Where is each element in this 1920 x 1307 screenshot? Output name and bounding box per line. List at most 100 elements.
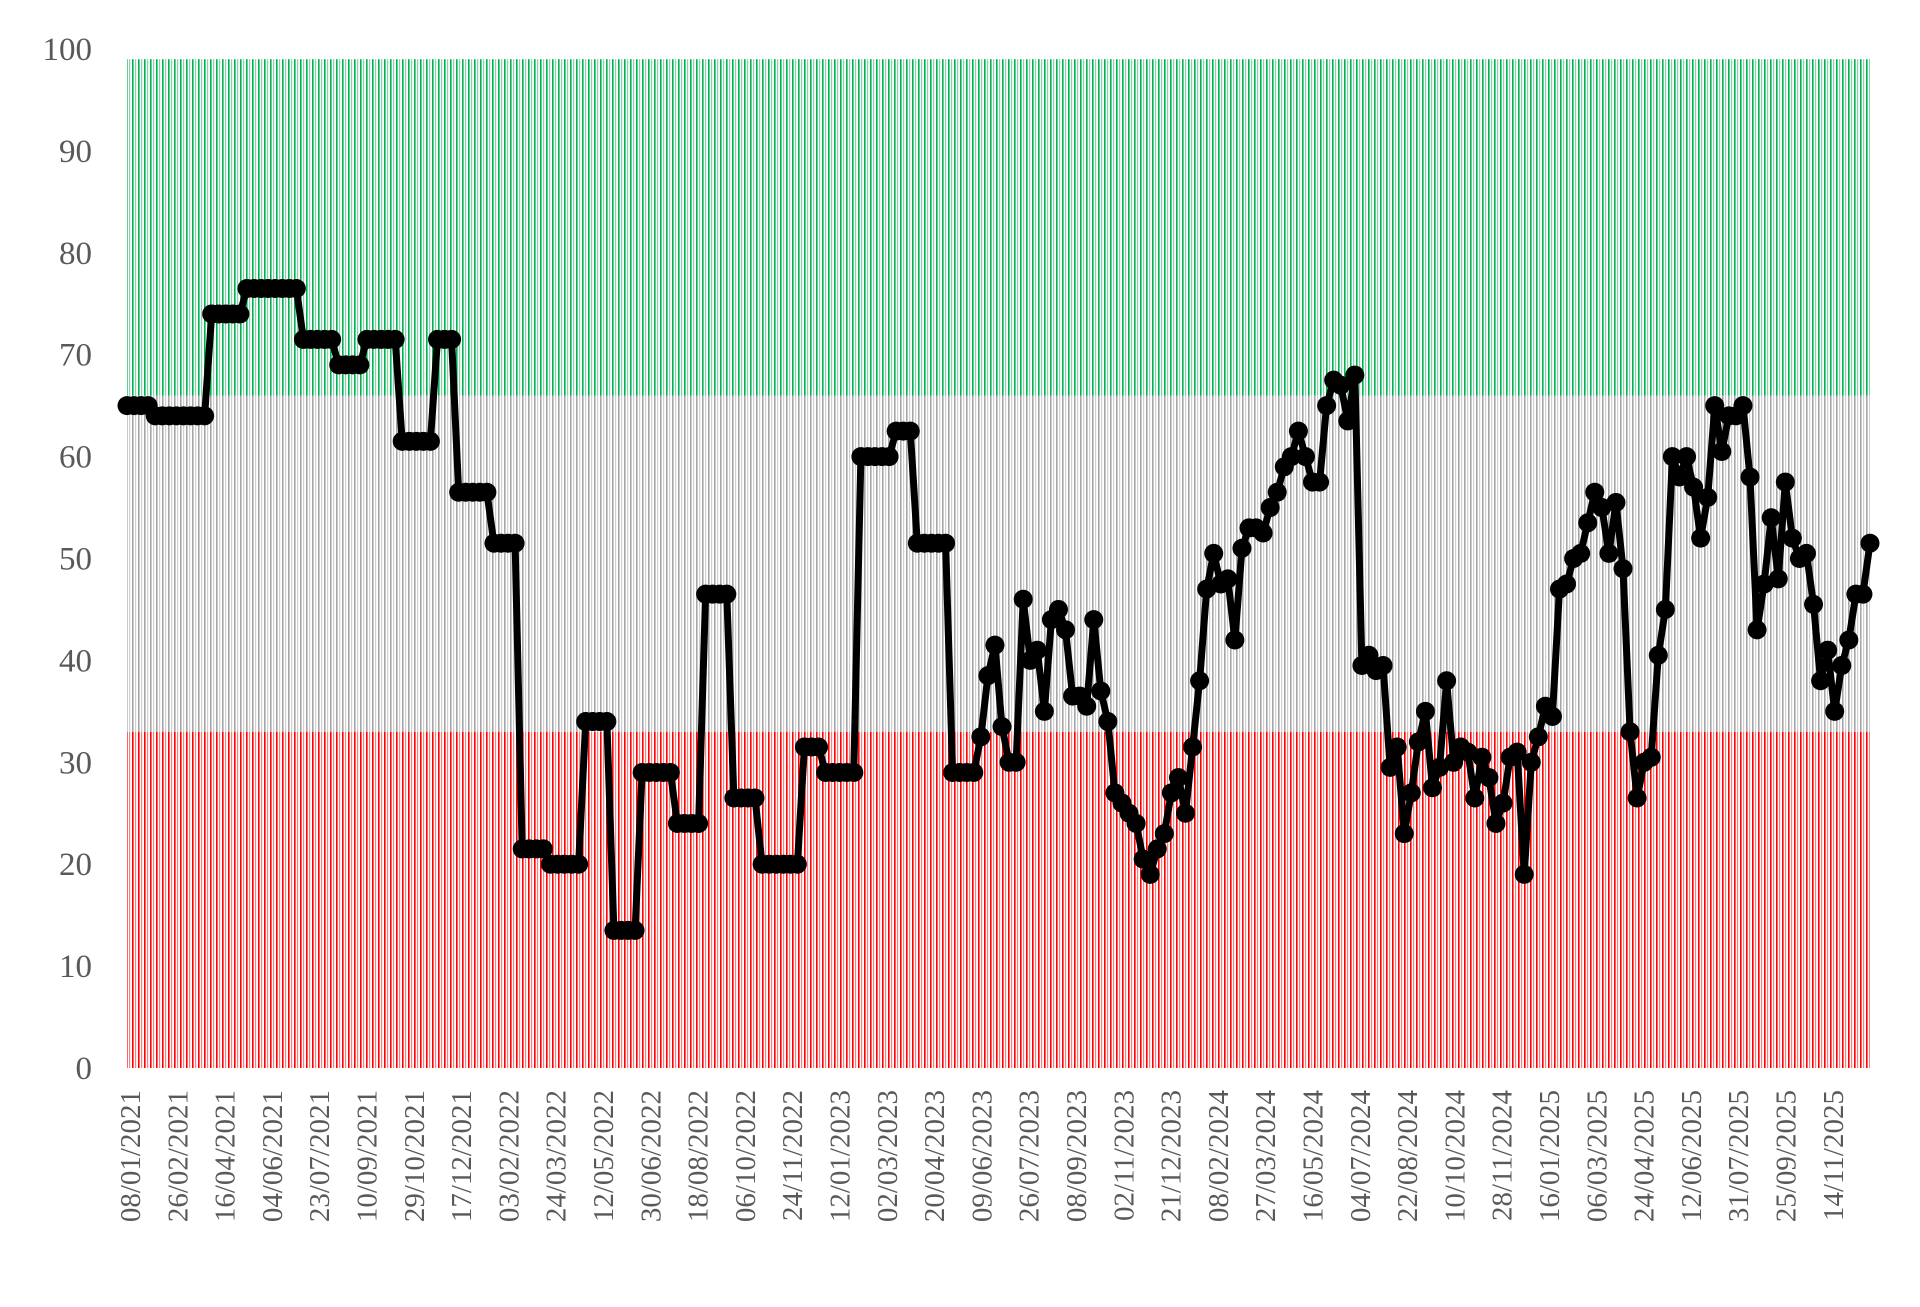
x-tick-label: 14/11/2025 [1818,1090,1850,1221]
y-tick-label: 100 [43,32,93,68]
data-point [1317,396,1337,416]
data-point [717,584,737,604]
data-point [1147,839,1167,859]
data-point [1380,757,1400,777]
x-tick-label: 03/02/2022 [493,1090,525,1222]
data-point [1606,492,1626,512]
data-point [1034,701,1054,721]
data-point [1048,599,1068,619]
x-tick-label: 20/04/2023 [919,1090,951,1222]
threshold-bands [127,59,1870,1068]
data-point [1585,482,1605,502]
data-point [879,447,899,467]
data-point [1161,783,1181,803]
data-point [1338,411,1358,431]
data-point [195,406,215,426]
data-point [1472,747,1492,767]
x-tick-label: 27/03/2024 [1250,1090,1282,1223]
data-point [978,666,998,686]
y-tick-label: 70 [59,338,92,374]
data-point [1479,768,1499,788]
y-tick-label: 0 [76,1051,93,1087]
data-point [420,431,440,451]
x-tick-label: 02/03/2023 [872,1090,904,1222]
data-point [1422,778,1442,798]
band-low [127,731,1870,1068]
x-tick-label: 16/01/2025 [1534,1090,1566,1222]
data-point [477,482,497,502]
data-point [1804,594,1824,614]
x-tick-label: 10/09/2021 [352,1090,384,1222]
data-point [442,329,462,349]
y-tick-label: 50 [59,542,92,578]
data-point [1408,732,1428,752]
data-point [1839,630,1859,650]
data-point [985,635,1005,655]
data-point [1691,528,1711,548]
data-point [1204,543,1224,563]
data-point [1860,533,1880,553]
data-point [1627,788,1647,808]
data-point [1168,768,1188,788]
data-point [1775,472,1795,492]
data-point [1782,528,1802,548]
x-tick-label: 06/03/2025 [1581,1090,1613,1222]
data-point [1295,447,1315,467]
data-point [1768,569,1788,589]
data-point [569,854,589,874]
data-point [1832,655,1852,675]
x-tick-label: 08/02/2024 [1203,1090,1235,1223]
data-point [1077,696,1097,716]
data-point [1401,783,1421,803]
data-point [1648,645,1668,665]
y-tick-label: 90 [59,134,92,170]
data-point [1705,396,1725,416]
data-point [1437,671,1457,691]
y-axis-tick-labels: 0 10 20 30 40 50 60 70 80 90 100 [43,32,93,1087]
data-point [1444,752,1464,772]
data-point [1677,447,1697,467]
x-tick-label: 22/08/2024 [1392,1090,1424,1223]
data-point [230,304,250,324]
x-tick-label: 24/04/2025 [1629,1090,1661,1222]
x-tick-label: 09/06/2023 [966,1090,998,1222]
data-point [1267,482,1287,502]
data-point [1599,543,1619,563]
x-tick-label: 12/06/2025 [1676,1090,1708,1222]
x-tick-label: 18/08/2022 [683,1090,715,1222]
data-point [787,854,807,874]
data-point [900,421,920,441]
x-tick-label: 04/06/2021 [257,1090,289,1222]
data-point [992,717,1012,737]
data-point [1288,421,1308,441]
x-tick-label: 17/12/2021 [446,1090,478,1222]
data-point [1133,849,1153,869]
data-point [1684,477,1704,497]
data-point [1825,701,1845,721]
data-point [964,762,984,782]
data-point [1126,813,1146,833]
x-tick-label: 26/02/2021 [162,1090,194,1222]
x-tick-label: 21/12/2023 [1156,1090,1188,1222]
x-tick-label: 12/01/2023 [825,1090,857,1222]
x-tick-label: 29/10/2021 [399,1090,431,1222]
x-tick-label: 30/06/2022 [635,1090,667,1222]
data-point [1176,803,1196,823]
data-point [1521,752,1541,772]
data-point [1796,543,1816,563]
series-line [117,278,1880,940]
x-tick-label: 31/07/2025 [1723,1090,1755,1222]
y-tick-label: 80 [59,236,92,272]
data-point [1669,467,1689,487]
data-point [1084,610,1104,630]
data-point [1465,788,1485,808]
x-tick-label: 08/01/2021 [115,1090,147,1222]
data-point [1091,681,1111,701]
data-point [1260,498,1280,518]
data-point [350,355,370,375]
data-point [971,727,991,747]
data-point [1733,396,1753,416]
data-point [1493,793,1513,813]
x-tick-label: 12/05/2022 [588,1090,620,1222]
